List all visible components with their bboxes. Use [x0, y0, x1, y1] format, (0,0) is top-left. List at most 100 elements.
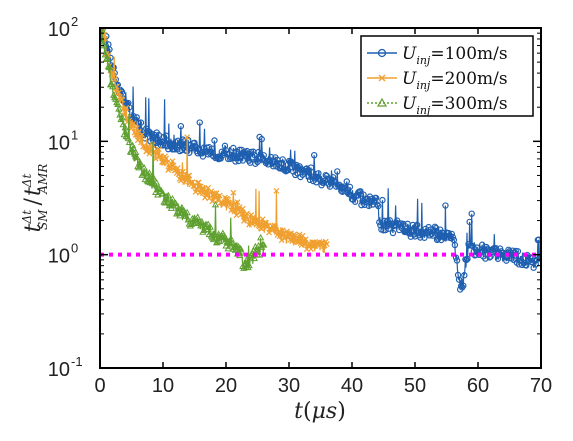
data-point	[334, 168, 341, 175]
data-point	[214, 154, 221, 162]
data-point	[225, 237, 233, 244]
data-point	[464, 255, 471, 263]
data-point	[421, 234, 428, 241]
x-axis-title-close: )	[337, 399, 346, 424]
legend-swatch-marker	[378, 74, 386, 82]
data-point	[222, 241, 230, 249]
data-point	[535, 236, 541, 243]
data-point	[244, 210, 250, 217]
data-point	[134, 137, 141, 144]
data-point	[183, 208, 191, 216]
data-point	[484, 245, 491, 252]
data-point	[461, 272, 468, 279]
data-point	[372, 194, 380, 202]
data-point	[272, 224, 279, 231]
data-point	[125, 138, 134, 145]
data-point	[160, 198, 168, 205]
x-axis-title: t(μs)	[294, 399, 346, 424]
data-point	[213, 237, 222, 245]
y-tick-exponent: 1	[71, 127, 78, 142]
data-point	[400, 220, 407, 228]
data-point	[197, 221, 205, 229]
data-point	[163, 155, 170, 162]
data-point	[211, 137, 218, 144]
data-point	[358, 201, 365, 209]
data-point	[239, 205, 246, 212]
data-point	[396, 226, 403, 234]
data-point	[342, 184, 349, 191]
data-point	[206, 223, 214, 230]
data-point	[536, 255, 541, 262]
data-point	[130, 120, 137, 127]
x-tick-label: 70	[530, 375, 552, 397]
x-tick-label: 40	[341, 375, 363, 397]
data-point	[360, 191, 367, 198]
data-point	[118, 113, 126, 121]
y-title-t2: t	[21, 187, 46, 196]
y-tick-label: 10	[48, 246, 70, 268]
data-point	[193, 213, 202, 220]
data-point	[211, 200, 220, 208]
data-point	[238, 248, 246, 256]
data-point	[119, 96, 125, 103]
y-title-sub2: AMR	[36, 164, 50, 195]
series-1	[100, 28, 541, 293]
data-point	[184, 134, 191, 141]
x-tick-label: 0	[94, 375, 105, 397]
y-title-slash: /	[21, 197, 46, 205]
data-point	[258, 135, 265, 143]
data-point	[389, 229, 397, 237]
data-point	[116, 111, 124, 118]
data-point	[154, 190, 162, 198]
x-tick-label: 50	[404, 375, 426, 397]
data-point	[244, 150, 252, 157]
legend-item: Uinj=200m/s	[367, 69, 508, 92]
data-point	[254, 215, 261, 222]
x-tick-label: 30	[278, 375, 300, 397]
data-point	[100, 33, 105, 41]
data-point	[170, 162, 177, 169]
data-point	[379, 196, 386, 204]
data-point	[254, 158, 261, 166]
data-point	[129, 144, 138, 152]
data-point	[250, 254, 259, 262]
data-point	[209, 145, 216, 152]
data-point	[149, 173, 158, 181]
data-point	[431, 223, 439, 231]
data-point	[448, 230, 455, 238]
data-point	[453, 257, 461, 264]
data-point	[307, 164, 315, 171]
data-point	[492, 244, 500, 252]
data-point	[188, 214, 197, 222]
data-point	[174, 207, 182, 215]
data-point	[209, 198, 216, 205]
data-point	[115, 89, 122, 96]
x-axis-title-mu: μ	[312, 399, 326, 424]
data-point	[205, 143, 213, 151]
data-point	[216, 237, 224, 244]
data-point	[137, 160, 145, 168]
data-point	[180, 168, 186, 175]
data-point	[137, 119, 145, 126]
data-point	[139, 131, 145, 138]
data-point	[198, 217, 206, 225]
series-2	[100, 28, 330, 254]
data-point	[413, 221, 421, 229]
data-point	[177, 122, 185, 130]
data-point	[409, 221, 417, 229]
data-point	[468, 210, 475, 217]
x-tick-label: 20	[215, 375, 237, 397]
y-tick-exponent: 2	[71, 14, 78, 29]
data-point	[153, 179, 161, 186]
data-point	[227, 235, 235, 242]
data-point	[236, 146, 243, 154]
data-point	[236, 204, 243, 210]
data-point	[175, 141, 182, 149]
x-axis: 0 10 20 30 40 50 60 70	[94, 28, 552, 397]
y-title-sup1: Δt	[20, 210, 34, 225]
data-point	[222, 147, 230, 154]
data-point	[195, 179, 202, 186]
